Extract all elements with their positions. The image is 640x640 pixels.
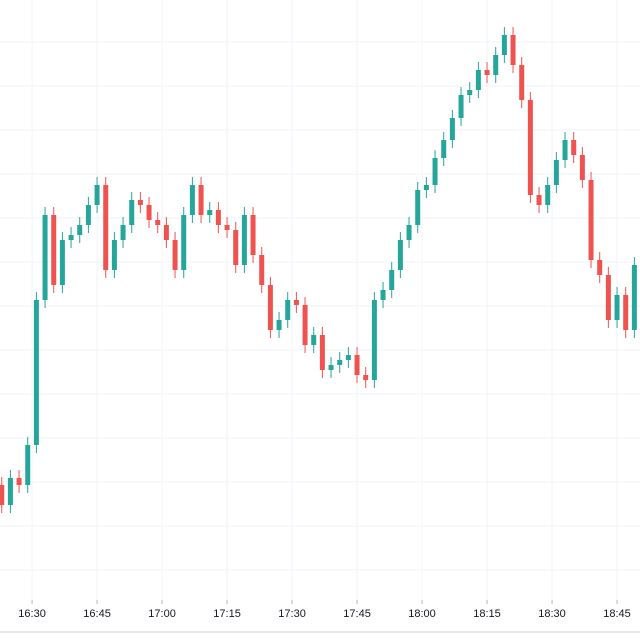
x-tick-label: 16:45 xyxy=(83,608,111,620)
candle-body xyxy=(562,140,568,160)
candle-body xyxy=(345,355,351,360)
candle-body xyxy=(259,255,265,285)
candle-body xyxy=(553,160,559,185)
candle-body xyxy=(276,320,282,330)
candle-body xyxy=(432,158,438,185)
candle-body xyxy=(59,240,65,285)
candle-body xyxy=(493,55,499,75)
candle-body xyxy=(614,295,620,320)
candle-body xyxy=(103,185,109,270)
candle-body xyxy=(371,300,377,380)
candle-body xyxy=(354,355,360,375)
candle-body xyxy=(545,185,551,205)
candle-body xyxy=(293,300,299,305)
candle-body xyxy=(363,375,369,380)
candle-body xyxy=(233,230,239,265)
candle-body xyxy=(33,300,39,445)
candle-body xyxy=(16,478,22,485)
candle-body xyxy=(337,360,343,365)
candle-body xyxy=(415,190,421,225)
candle-body xyxy=(85,205,91,225)
candle-body xyxy=(311,335,317,345)
candle-body xyxy=(285,300,291,320)
candle-body xyxy=(146,205,152,220)
candle-body xyxy=(94,185,100,205)
x-tick-label: 17:15 xyxy=(213,608,241,620)
candle-body xyxy=(441,140,447,158)
candle-body xyxy=(588,180,594,260)
candle-body xyxy=(224,225,230,230)
candle-body xyxy=(328,365,334,370)
candle-body xyxy=(189,185,195,215)
candle-body xyxy=(475,70,481,90)
candle-body xyxy=(68,235,74,240)
candle-body xyxy=(484,70,490,75)
candle-body xyxy=(605,275,611,320)
candle-body xyxy=(51,215,57,285)
candle-body xyxy=(0,485,5,505)
x-tick-label: 18:45 xyxy=(603,608,631,620)
candle-body xyxy=(267,285,273,330)
x-tick-label: 18:00 xyxy=(408,608,436,620)
candle-body xyxy=(155,220,161,225)
candle-body xyxy=(579,155,585,180)
candle-body xyxy=(397,240,403,270)
candle-body xyxy=(501,35,507,55)
candle-body xyxy=(449,118,455,140)
candle-body xyxy=(467,90,473,95)
candle-body xyxy=(137,200,143,205)
candle-body xyxy=(7,478,13,505)
candle-body xyxy=(571,140,577,155)
candle-body xyxy=(77,225,83,235)
candle-body xyxy=(120,225,126,240)
candle-body xyxy=(527,100,533,195)
candle-body xyxy=(181,215,187,270)
candle-body xyxy=(406,225,412,240)
candle-body xyxy=(207,210,213,215)
candle-body xyxy=(302,305,308,345)
candle-body xyxy=(597,260,603,275)
x-tick-label: 17:00 xyxy=(148,608,176,620)
candle-body xyxy=(319,335,325,370)
candle-body xyxy=(250,215,256,255)
candle-body xyxy=(423,185,429,190)
candle-body xyxy=(389,270,395,290)
candle-body xyxy=(111,240,117,270)
x-tick-label: 17:45 xyxy=(343,608,371,620)
candle-body xyxy=(519,65,525,100)
candle-body xyxy=(458,95,464,118)
candle-body xyxy=(172,240,178,270)
candle-body xyxy=(42,215,48,300)
candle-body xyxy=(510,35,516,65)
candle-body xyxy=(380,290,386,300)
candle-body xyxy=(241,215,247,265)
x-tick-label: 18:15 xyxy=(473,608,501,620)
candle-body xyxy=(129,200,135,225)
x-tick-label: 16:30 xyxy=(18,608,46,620)
x-tick-label: 17:30 xyxy=(278,608,306,620)
candle-body xyxy=(215,210,221,225)
candle-body xyxy=(198,185,204,215)
candle-body xyxy=(631,265,637,330)
candle-body xyxy=(623,295,629,330)
candle-body xyxy=(25,445,31,485)
candle-body xyxy=(536,195,542,205)
candle-body xyxy=(163,225,169,240)
x-tick-label: 18:30 xyxy=(538,608,566,620)
